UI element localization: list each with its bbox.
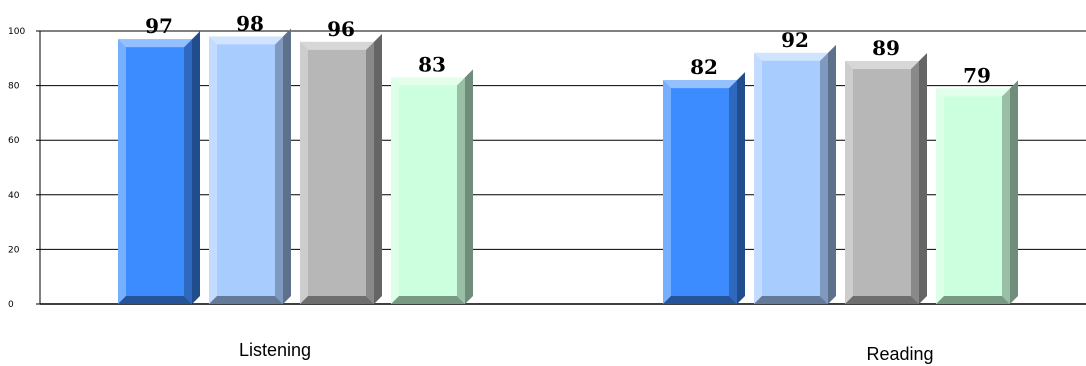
bar-bevel-right	[366, 41, 374, 305]
bar-bevel-bottom	[663, 296, 737, 304]
bar-bevel-right	[820, 52, 828, 305]
bar-bevel-top	[845, 61, 919, 70]
data-label: 79	[963, 63, 991, 87]
bar-bevel-right	[184, 39, 192, 304]
bar-side	[374, 33, 382, 305]
data-label: 96	[327, 17, 355, 41]
bar-face	[308, 49, 366, 296]
bar-side	[283, 28, 291, 305]
bar-face	[217, 44, 275, 297]
bar-side	[1010, 80, 1018, 304]
data-label: 83	[418, 52, 446, 76]
data-label: 92	[781, 28, 809, 52]
bar-bevel-right	[275, 36, 283, 305]
bar-bevel-top	[300, 41, 374, 50]
y-tick-label: 60	[8, 136, 20, 146]
category-label: Listening	[239, 340, 311, 360]
bar-face	[126, 47, 184, 296]
bar-bevel-bottom	[936, 296, 1010, 304]
data-label: 89	[872, 36, 900, 60]
y-tick-label: 0	[8, 300, 14, 310]
bar	[845, 53, 927, 304]
bar-bevel-top	[936, 88, 1010, 97]
y-tick-label: 80	[8, 82, 20, 92]
bar-side	[919, 53, 927, 304]
bar-bevel-top	[391, 77, 465, 86]
data-labels: 97 98 96 83 82 92 89 79	[145, 11, 991, 87]
bar-face	[762, 60, 820, 297]
bar-bevel-top	[118, 39, 192, 48]
data-label: 97	[145, 14, 173, 38]
bar-bevel-bottom	[300, 296, 374, 304]
bar-face	[853, 69, 911, 296]
data-label: 98	[236, 11, 264, 35]
category-label: Reading	[866, 344, 933, 364]
data-label: 82	[690, 55, 718, 79]
bar	[391, 69, 473, 304]
bar-side	[465, 69, 473, 304]
bar-face	[671, 88, 729, 296]
bar	[209, 28, 291, 305]
y-axis-ticks: 0 20 40 60 80 100	[8, 27, 25, 310]
bar-side	[737, 72, 745, 304]
bar	[300, 33, 382, 305]
bar-bevel-top	[754, 52, 828, 61]
bar-bevel-right	[911, 61, 919, 304]
bar	[118, 31, 200, 304]
y-tick-label: 100	[8, 27, 25, 37]
bar-side	[192, 31, 200, 304]
y-tick-label: 20	[8, 245, 20, 255]
bar	[663, 72, 745, 304]
bar-bevel-right	[457, 77, 465, 304]
category-labels: Listening Reading	[239, 340, 934, 364]
bar-bevel-bottom	[391, 296, 465, 304]
y-tick-label: 40	[8, 191, 20, 201]
bar	[936, 80, 1018, 304]
bar-bevel-right	[1002, 88, 1010, 304]
bars	[118, 28, 1018, 305]
bar-bevel-top	[663, 80, 737, 89]
bar-bevel-top	[209, 36, 283, 45]
bar-bevel-bottom	[118, 296, 192, 304]
bar-face	[399, 85, 457, 296]
bar-bevel-right	[729, 80, 737, 304]
bar-bevel-bottom	[754, 296, 828, 304]
bar-bevel-bottom	[845, 296, 919, 304]
bar-side	[828, 44, 836, 305]
bar	[754, 44, 836, 305]
bar-face	[944, 96, 1002, 296]
bar-bevel-bottom	[209, 296, 283, 304]
